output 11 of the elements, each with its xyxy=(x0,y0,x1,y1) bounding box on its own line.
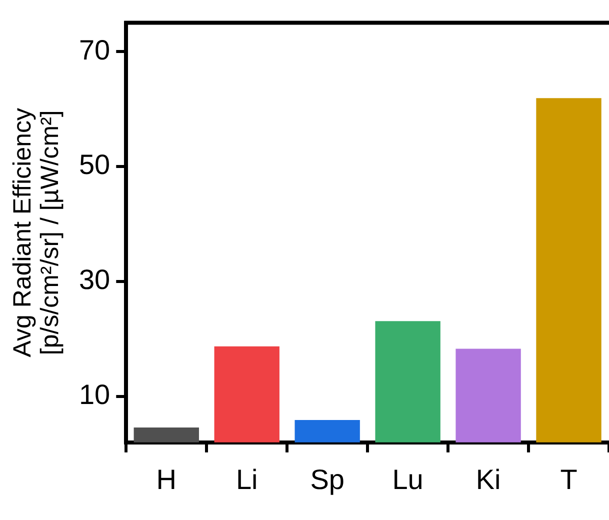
y-tick-label: 70 xyxy=(78,34,110,66)
y-tick-label: 30 xyxy=(78,264,110,296)
x-tick-label: H xyxy=(156,464,176,495)
x-tick-label: Ki xyxy=(476,464,501,495)
y-axis-title: Avg Radiant Efficiency [p/s/cm²/sr] / [µW/cm²] xyxy=(8,107,64,358)
y-tick-label: 10 xyxy=(78,379,110,410)
x-tick-label: T xyxy=(560,464,578,495)
y-tick-label: 50 xyxy=(78,149,110,180)
x-tick-label: Lu xyxy=(392,464,424,495)
x-tick-label: Li xyxy=(236,464,258,495)
x-tick-label: Sp xyxy=(310,464,344,495)
